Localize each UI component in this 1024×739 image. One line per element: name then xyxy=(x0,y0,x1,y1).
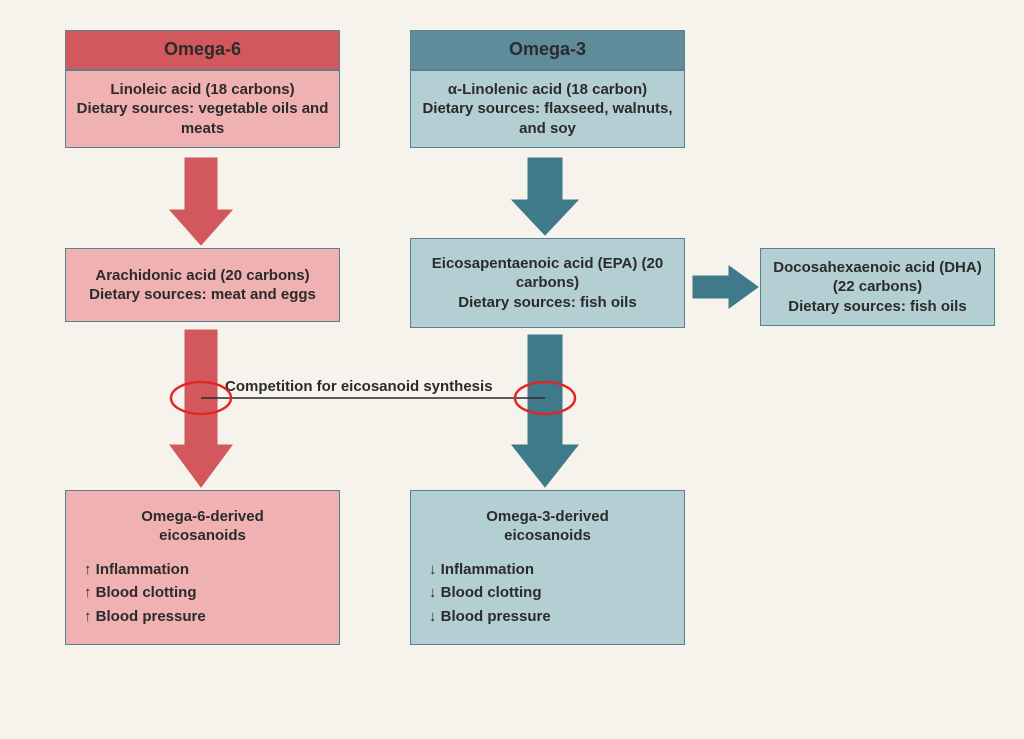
omega6-final: Omega-6-derived eicosanoids ↑ Inflammati… xyxy=(65,490,340,645)
arrow-epa-dha xyxy=(693,266,758,308)
omega3-dha: Docosahexaenoic acid (DHA) (22 carbons) … xyxy=(760,248,995,326)
omega6-header-label: Omega-6 xyxy=(164,38,241,61)
omega3-step2-line2: Dietary sources: fish oils xyxy=(458,293,636,313)
omega3-effect1: ↓ Inflammation xyxy=(429,560,534,580)
omega3-dha-line1: Docosahexaenoic acid (DHA) (22 carbons) xyxy=(769,258,986,297)
arrow-omega6-1 xyxy=(170,158,232,245)
omega3-step2-line1: Eicosapentaenoic acid (EPA) (20 carbons) xyxy=(419,254,676,293)
omega6-effect1: ↑ Inflammation xyxy=(84,560,189,580)
arrow-omega3-2 xyxy=(512,335,578,487)
omega3-step2: Eicosapentaenoic acid (EPA) (20 carbons)… xyxy=(410,238,685,328)
competition-label: Competition for eicosanoid synthesis xyxy=(225,378,493,395)
competition-ellipse-left xyxy=(171,382,231,414)
omega6-step1-line2: Dietary sources: vegetable oils and meat… xyxy=(74,99,331,138)
omega3-dha-line2: Dietary sources: fish oils xyxy=(788,297,966,317)
omega3-header-label: Omega-3 xyxy=(509,38,586,61)
competition-ellipse-right xyxy=(515,382,575,414)
arrow-omega3-1 xyxy=(512,158,578,235)
omega3-step1: α-Linolenic acid (18 carbon) Dietary sou… xyxy=(410,70,685,148)
omega3-header: Omega-3 xyxy=(410,30,685,70)
omega3-final-title: Omega-3-derived eicosanoids xyxy=(429,507,666,546)
omega3-effect2: ↓ Blood clotting xyxy=(429,583,541,603)
omega6-effect3: ↑ Blood pressure xyxy=(84,607,206,627)
omega6-step2: Arachidonic acid (20 carbons) Dietary so… xyxy=(65,248,340,322)
omega6-step2-line2: Dietary sources: meat and eggs xyxy=(89,285,316,305)
omega6-step2-line1: Arachidonic acid (20 carbons) xyxy=(95,266,309,286)
omega6-effect2: ↑ Blood clotting xyxy=(84,583,196,603)
omega3-final: Omega-3-derived eicosanoids ↓ Inflammati… xyxy=(410,490,685,645)
omega6-step1-line1: Linoleic acid (18 carbons) xyxy=(110,80,294,100)
omega3-effect3: ↓ Blood pressure xyxy=(429,607,551,627)
omega3-step1-line1: α-Linolenic acid (18 carbon) xyxy=(448,80,647,100)
omega6-step1: Linoleic acid (18 carbons) Dietary sourc… xyxy=(65,70,340,148)
omega3-step1-line2: Dietary sources: flaxseed, walnuts, and … xyxy=(419,99,676,138)
omega6-final-title: Omega-6-derived eicosanoids xyxy=(84,507,321,546)
omega6-header: Omega-6 xyxy=(65,30,340,70)
arrow-omega6-2 xyxy=(170,330,232,487)
